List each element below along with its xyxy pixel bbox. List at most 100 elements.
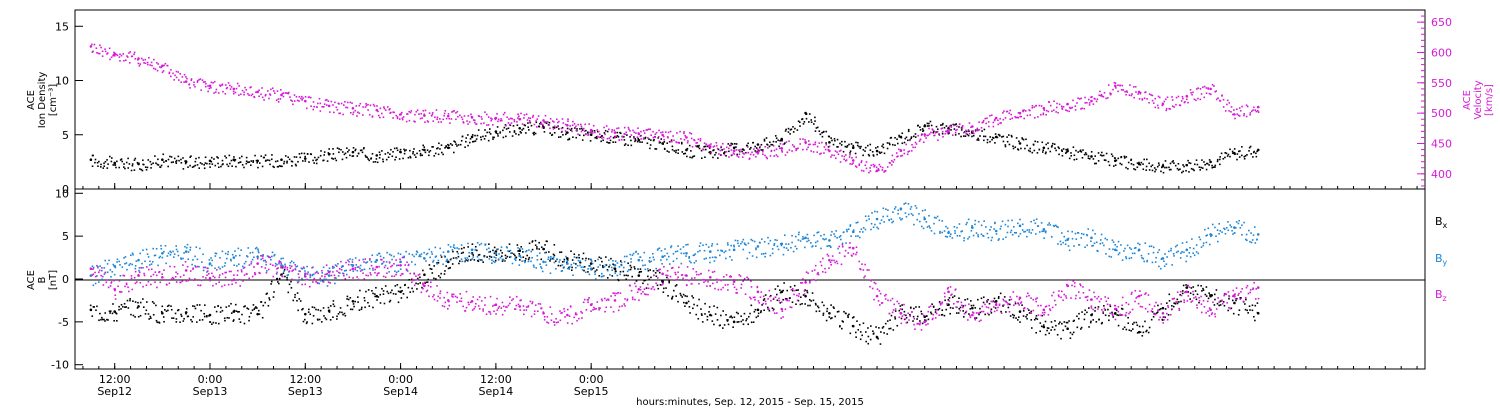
bottom-point <box>1023 231 1025 233</box>
top-point <box>169 155 171 158</box>
bottom-point <box>113 279 115 282</box>
top-point <box>1057 146 1060 148</box>
top-point <box>1160 166 1163 169</box>
bottom-point <box>289 267 292 269</box>
bottom-point <box>206 274 208 277</box>
top-point <box>306 153 309 155</box>
bottom-point <box>1021 304 1023 306</box>
bottom-point <box>1213 304 1216 306</box>
bottom-point <box>539 263 541 265</box>
bottom-point <box>1197 284 1199 287</box>
top-point <box>604 129 607 132</box>
top-point <box>1226 103 1228 106</box>
top-point <box>696 145 699 147</box>
bottom-point <box>990 226 992 228</box>
top-point <box>365 156 367 158</box>
top-point <box>224 92 227 95</box>
bottom-data-point <box>566 262 569 265</box>
bottom-point <box>382 257 385 259</box>
bottom-point <box>806 289 808 292</box>
bottom-point <box>962 305 965 307</box>
top-point <box>1229 148 1231 151</box>
bottom-point <box>275 273 278 275</box>
top-point <box>1168 107 1170 110</box>
bottom-point <box>223 317 226 320</box>
top-point <box>168 72 171 75</box>
top-data-point <box>1018 111 1022 115</box>
top-point <box>384 153 387 155</box>
top-point <box>1111 155 1114 157</box>
top-point <box>731 143 734 145</box>
top-point <box>1169 108 1171 110</box>
bottom-point <box>532 264 535 267</box>
top-point <box>911 143 913 146</box>
bottom-point <box>395 293 397 295</box>
bottom-point <box>622 266 625 269</box>
bottom-point <box>309 313 312 316</box>
bottom-point <box>271 255 273 258</box>
bottom-point <box>630 258 632 260</box>
top-point <box>749 153 752 156</box>
top-point <box>991 136 994 139</box>
top-left-axis-title: ACE Ion Density [cm⁻³] <box>26 72 59 129</box>
bottom-point <box>727 319 729 321</box>
top-point <box>652 130 654 133</box>
bottom-point <box>880 219 883 222</box>
bottom-point <box>243 322 246 325</box>
bottom-point <box>355 264 358 266</box>
top-point <box>310 153 313 156</box>
bottom-point <box>114 298 117 300</box>
top-point <box>301 99 303 101</box>
bottom-point <box>1151 311 1154 313</box>
bottom-point <box>826 307 829 310</box>
bottom-point <box>706 315 709 318</box>
bottom-data-point <box>375 294 379 298</box>
bottom-point <box>1181 250 1183 253</box>
bottom-point <box>397 290 400 293</box>
bottom-point <box>1148 245 1151 248</box>
top-point <box>156 163 159 166</box>
top-point <box>110 56 113 59</box>
bottom-point <box>1068 249 1071 252</box>
bottom-point <box>1108 314 1110 317</box>
bottom-point <box>156 286 158 289</box>
top-point <box>523 114 526 116</box>
top-point <box>818 142 821 144</box>
bottom-point <box>514 259 517 262</box>
top-point <box>676 132 678 134</box>
top-point <box>186 77 188 80</box>
top-point <box>127 157 129 160</box>
bottom-point <box>312 315 315 317</box>
top-point <box>773 149 776 152</box>
bottom-point <box>1005 311 1007 313</box>
bottom-point <box>110 282 113 284</box>
top-point <box>1168 168 1171 171</box>
bottom-point <box>241 265 244 268</box>
top-point <box>204 81 206 83</box>
bottom-point <box>379 293 382 296</box>
top-point <box>1092 103 1095 105</box>
bottom-point <box>1056 333 1059 336</box>
bottom-point <box>630 261 632 263</box>
bottom-point <box>172 277 175 280</box>
bottom-point <box>708 306 711 308</box>
bottom-point <box>443 273 446 275</box>
bottom-point <box>1039 330 1041 333</box>
top-point <box>170 69 172 71</box>
bottom-point <box>786 289 789 292</box>
top-point <box>982 135 985 138</box>
top-data-point <box>756 143 760 146</box>
top-point <box>465 137 468 139</box>
top-point <box>967 134 970 137</box>
bottom-point <box>943 230 946 232</box>
top-point <box>1177 95 1180 98</box>
bottom-point <box>743 242 746 245</box>
bottom-point <box>264 267 267 269</box>
top-point <box>1236 113 1239 115</box>
top-y2-tick-label: 400 <box>1431 168 1452 181</box>
bottom-point <box>336 318 338 320</box>
bottom-point <box>142 306 145 309</box>
top-point <box>341 151 344 153</box>
top-point <box>472 119 475 121</box>
top-point <box>552 128 555 130</box>
